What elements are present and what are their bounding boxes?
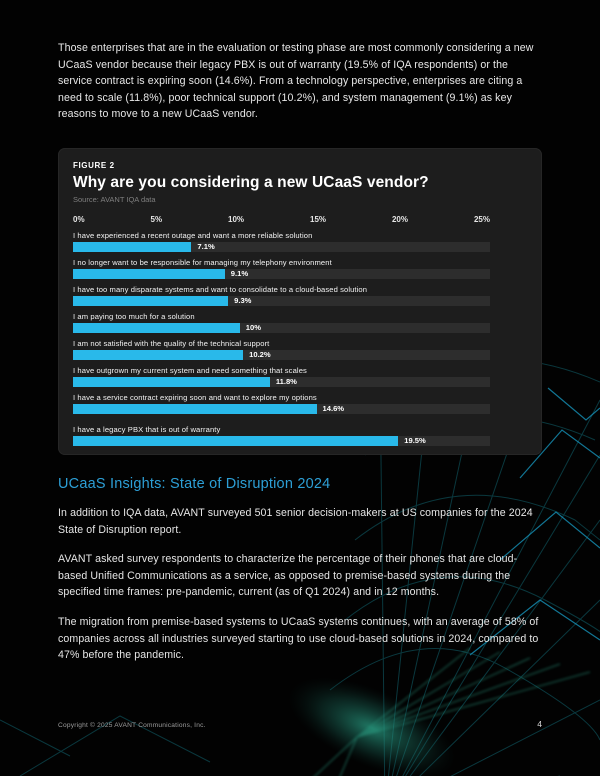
bar-track: 11.8%	[73, 376, 490, 387]
bar-track: 10.2%	[73, 349, 490, 360]
copyright-text: Copyright © 2025 AVANT Communications, I…	[58, 722, 206, 729]
body-paragraph: The migration from premise-based systems…	[58, 615, 539, 662]
bar-label: I no longer want to be responsible for m…	[73, 257, 332, 267]
bar-chart: 0% 5% 10% 15% 20% 25% I have experienced…	[73, 215, 490, 446]
bar-row: I have a service contract expiring soon …	[73, 393, 490, 414]
bar-row: I no longer want to be responsible for m…	[73, 258, 490, 279]
bar-fill	[73, 349, 244, 360]
figure-title: Why are you considering a new UCaaS vend…	[73, 173, 429, 191]
bar-track: 10%	[73, 322, 490, 333]
bar-fill	[73, 403, 317, 414]
bar-label: I have too many disparate systems and wa…	[73, 284, 368, 294]
axis-tick: 25%	[473, 214, 490, 224]
bar-track: 9.3%	[73, 295, 490, 306]
bar-row: I have a legacy PBX that is out of warra…	[73, 425, 490, 446]
bar-label: I have a service contract expiring soon …	[73, 392, 317, 402]
bar-fill	[73, 322, 240, 333]
figure-source: Source: AVANT IQA data	[73, 194, 156, 204]
bar-track: 19.5%	[73, 435, 490, 446]
axis-tick: 0%	[73, 214, 85, 224]
bar-label: I am paying too much for a solution	[73, 311, 195, 321]
bar-value: 7.1%	[197, 241, 215, 251]
bar-label: I have a legacy PBX that is out of warra…	[73, 424, 221, 434]
bar-track: 14.6%	[73, 403, 490, 414]
bar-fill	[73, 268, 225, 279]
axis-tick: 10%	[228, 214, 245, 224]
page-content: Those enterprises that are in the evalua…	[58, 42, 542, 662]
bar-row: I have experienced a recent outage and w…	[73, 231, 490, 252]
bar-row: I have too many disparate systems and wa…	[73, 285, 490, 306]
bar-value: 19.5%	[404, 435, 426, 445]
body-paragraph: In addition to IQA data, AVANT surveyed …	[58, 506, 533, 536]
bar-track: 9.1%	[73, 268, 490, 279]
axis-tick: 15%	[310, 214, 327, 224]
bar-row: I am paying too much for a solution 10%	[73, 312, 490, 333]
figure-tag: FIGURE 2	[73, 160, 115, 170]
bar-value: 10.2%	[249, 349, 271, 359]
bar-fill	[73, 241, 192, 252]
axis-tick: 5%	[150, 214, 163, 224]
page-number: 4	[537, 719, 542, 729]
bar-value: 9.1%	[230, 268, 249, 278]
bar-fill	[73, 376, 270, 387]
intro-paragraph: Those enterprises that are in the evalua…	[58, 42, 534, 121]
bar-value: 10%	[245, 322, 261, 332]
page-footer: Copyright © 2025 AVANT Communications, I…	[58, 719, 542, 729]
bar-track: 7.1%	[73, 241, 490, 252]
bar-value: 14.6%	[322, 403, 345, 413]
axis-tick: 20%	[391, 214, 408, 224]
bar-label: I have outgrown my current system and ne…	[73, 365, 307, 375]
figure-panel: FIGURE 2 Why are you considering a new U…	[58, 147, 542, 455]
bar-fill	[73, 435, 399, 446]
bar-label: I have experienced a recent outage and w…	[73, 230, 313, 240]
body-paragraph: AVANT asked survey respondents to charac…	[58, 553, 518, 599]
x-axis: 0% 5% 10% 15% 20% 25%	[73, 215, 490, 224]
bar-value: 11.8%	[275, 376, 297, 386]
bar-row: I have outgrown my current system and ne…	[73, 366, 490, 387]
bar-row: I am not satisfied with the quality of t…	[73, 339, 490, 360]
bar-value: 9.3%	[234, 295, 252, 305]
bar-fill	[73, 295, 229, 306]
bar-label: I am not satisfied with the quality of t…	[73, 338, 270, 348]
section-heading: UCaaS Insights: State of Disruption 2024	[58, 475, 331, 492]
